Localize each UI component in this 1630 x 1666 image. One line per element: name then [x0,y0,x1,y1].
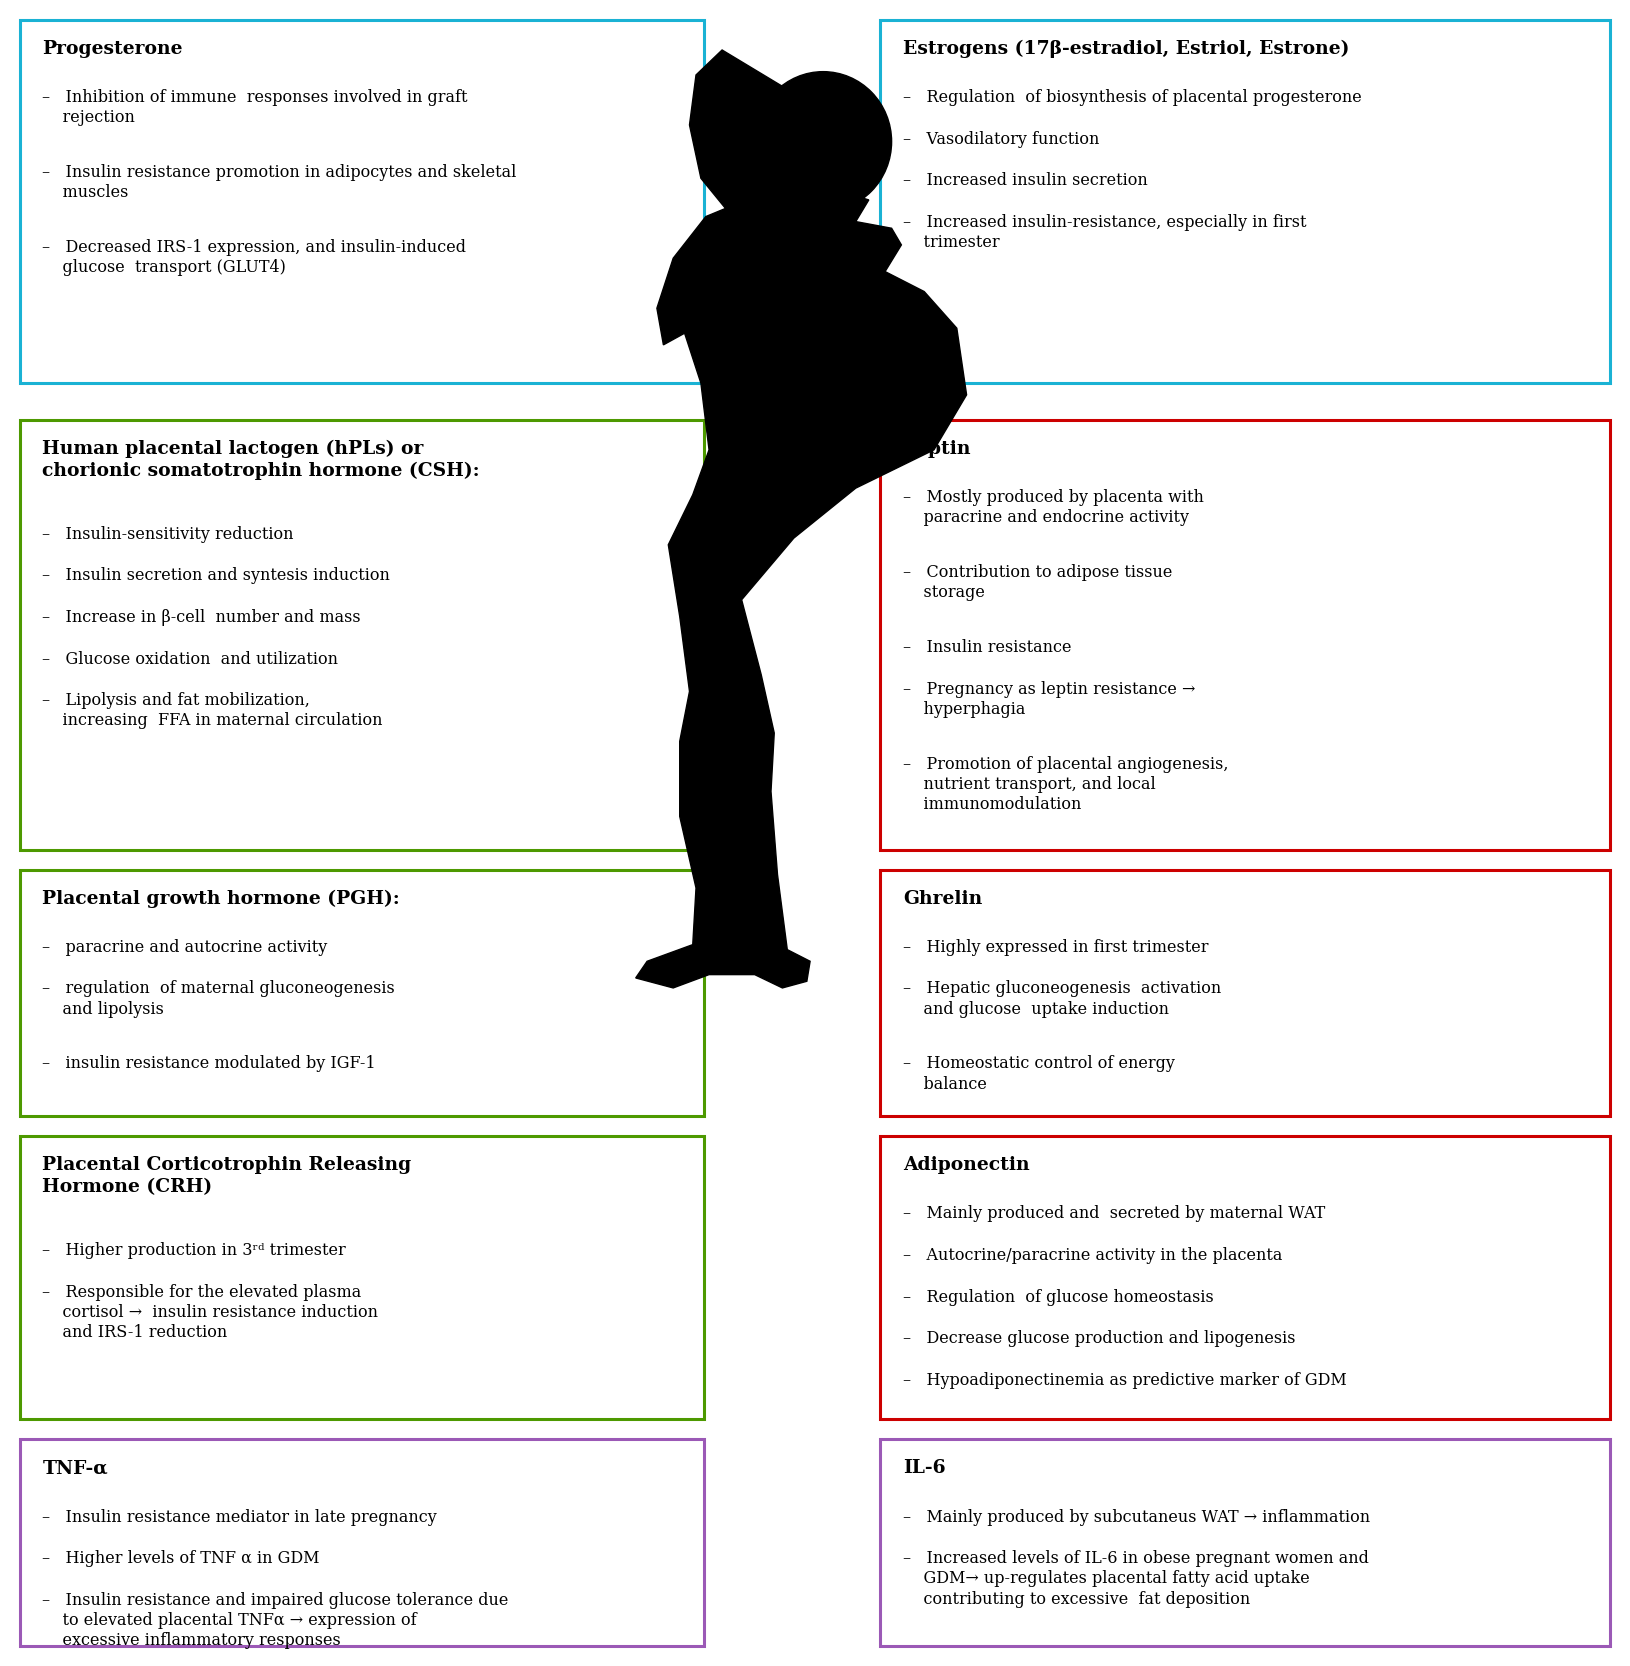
Text: –   Contribution to adipose tissue
    storage: – Contribution to adipose tissue storage [903,563,1172,601]
Text: –   Insulin-sensitivity reduction: – Insulin-sensitivity reduction [42,526,293,543]
Text: –   Inhibition of immune  responses involved in graft
    rejection: – Inhibition of immune responses involve… [42,90,468,127]
Text: –   Insulin resistance and impaired glucose tolerance due
    to elevated placen: – Insulin resistance and impaired glucos… [42,1593,509,1649]
Polygon shape [689,50,786,212]
Circle shape [755,72,892,212]
Text: –   Higher levels of TNF α in GDM: – Higher levels of TNF α in GDM [42,1549,319,1568]
FancyBboxPatch shape [20,1136,704,1419]
Text: Estrogens (17β-estradiol, Estriol, Estrone): Estrogens (17β-estradiol, Estriol, Estro… [903,40,1350,58]
Text: –   Highly expressed in first trimester: – Highly expressed in first trimester [903,940,1208,956]
Text: –   Regulation  of glucose homeostasis: – Regulation of glucose homeostasis [903,1289,1214,1306]
Text: –   Increased levels of IL-6 in obese pregnant women and
    GDM→ up-regulates p: – Increased levels of IL-6 in obese preg… [903,1549,1369,1608]
Text: –   Increase in β-cell  number and mass: – Increase in β-cell number and mass [42,610,360,626]
Text: Adiponectin: Adiponectin [903,1156,1030,1175]
Text: IL-6: IL-6 [903,1459,945,1478]
Text: –   Autocrine/paracrine activity in the placenta: – Autocrine/paracrine activity in the pl… [903,1246,1283,1264]
Text: –   Vasodilatory function: – Vasodilatory function [903,132,1099,148]
Polygon shape [636,185,967,988]
Text: Placental growth hormone (PGH):: Placental growth hormone (PGH): [42,890,399,908]
Text: –   Insulin resistance mediator in late pregnancy: – Insulin resistance mediator in late pr… [42,1509,437,1526]
Text: –   Higher production in 3ʳᵈ trimester: – Higher production in 3ʳᵈ trimester [42,1243,346,1259]
Text: –   Pregnancy as leptin resistance →
    hyperphagia: – Pregnancy as leptin resistance → hyper… [903,681,1195,718]
Text: –   Increased insulin-resistance, especially in first
    trimester: – Increased insulin-resistance, especial… [903,215,1307,252]
Text: –   Lipolysis and fat mobilization,
    increasing  FFA in maternal circulation: – Lipolysis and fat mobilization, increa… [42,693,383,730]
Text: Leptin: Leptin [903,440,970,458]
FancyBboxPatch shape [880,1439,1610,1646]
Text: Human placental lactogen (hPLs) or
chorionic somatotrophin hormone (CSH):: Human placental lactogen (hPLs) or chori… [42,440,479,480]
FancyBboxPatch shape [20,420,704,850]
Text: –   insulin resistance modulated by IGF-1: – insulin resistance modulated by IGF-1 [42,1056,377,1073]
Text: –   Insulin secretion and syntesis induction: – Insulin secretion and syntesis inducti… [42,568,390,585]
FancyBboxPatch shape [880,1136,1610,1419]
Text: Placental Corticotrophin Releasing
Hormone (CRH): Placental Corticotrophin Releasing Hormo… [42,1156,412,1196]
Text: –   Hepatic gluconeogenesis  activation
    and glucose  uptake induction: – Hepatic gluconeogenesis activation and… [903,981,1221,1018]
Text: –   Decreased IRS-1 expression, and insulin-induced
    glucose  transport (GLUT: – Decreased IRS-1 expression, and insuli… [42,240,466,277]
Text: –   Decrease glucose production and lipogenesis: – Decrease glucose production and lipoge… [903,1329,1296,1348]
Text: –   Mainly produced by subcutaneus WAT → inflammation: – Mainly produced by subcutaneus WAT → i… [903,1509,1371,1526]
FancyBboxPatch shape [880,420,1610,850]
Text: –   Increased insulin secretion: – Increased insulin secretion [903,173,1148,190]
FancyBboxPatch shape [20,870,704,1116]
Text: –   Mostly produced by placenta with
    paracrine and endocrine activity: – Mostly produced by placenta with parac… [903,490,1205,526]
Text: –   paracrine and autocrine activity: – paracrine and autocrine activity [42,940,328,956]
Text: –   Insulin resistance promotion in adipocytes and skeletal
    muscles: – Insulin resistance promotion in adipoc… [42,165,517,202]
Text: Ghrelin: Ghrelin [903,890,983,908]
FancyBboxPatch shape [880,20,1610,383]
Text: –   Glucose oxidation  and utilization: – Glucose oxidation and utilization [42,651,339,668]
Text: –   Regulation  of biosynthesis of placental progesterone: – Regulation of biosynthesis of placenta… [903,90,1361,107]
Text: –   regulation  of maternal gluconeogenesis
    and lipolysis: – regulation of maternal gluconeogenesis… [42,981,394,1018]
FancyBboxPatch shape [20,1439,704,1646]
Text: –   Responsible for the elevated plasma
    cortisol →  insulin resistance induc: – Responsible for the elevated plasma co… [42,1283,378,1341]
FancyBboxPatch shape [20,20,704,383]
Text: –   Homeostatic control of energy
    balance: – Homeostatic control of energy balance [903,1056,1175,1093]
Text: –   Hypoadiponectinemia as predictive marker of GDM: – Hypoadiponectinemia as predictive mark… [903,1373,1346,1389]
Text: Progesterone: Progesterone [42,40,183,58]
Text: –   Insulin resistance: – Insulin resistance [903,640,1071,656]
Text: TNF-α: TNF-α [42,1459,108,1478]
Text: –   Promotion of placental angiogenesis,
    nutrient transport, and local
    i: – Promotion of placental angiogenesis, n… [903,756,1229,813]
FancyBboxPatch shape [880,870,1610,1116]
Text: –   Mainly produced and  secreted by maternal WAT: – Mainly produced and secreted by matern… [903,1206,1325,1223]
